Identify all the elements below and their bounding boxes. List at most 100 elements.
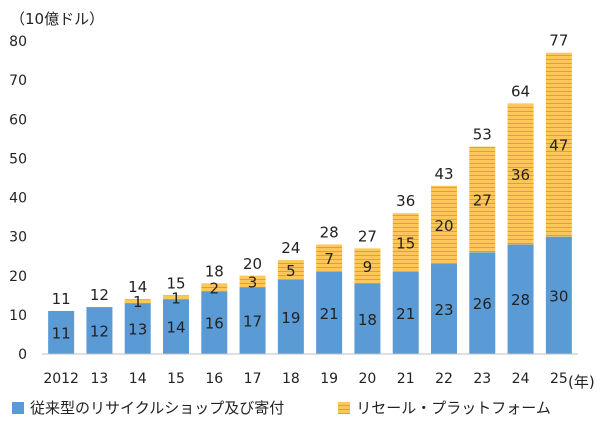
bar-traditional xyxy=(201,291,228,354)
bar-total-label: 43 xyxy=(434,165,453,183)
bar-resale xyxy=(431,185,457,265)
bars: 1111121213114141151621817320195242172818… xyxy=(42,32,578,355)
bar-label-traditional: 26 xyxy=(473,295,492,313)
bar-resale xyxy=(392,213,419,272)
bar-total-label: 20 xyxy=(243,255,262,273)
legend: 従来型のリサイクルショップ及び寄付 リセール・プラットフォーム xyxy=(12,397,551,418)
bar-label-traditional: 13 xyxy=(128,321,147,339)
bar-label-traditional: 16 xyxy=(205,315,224,333)
y-tick-label: 10 xyxy=(9,308,27,324)
bar-traditional xyxy=(163,299,189,354)
legend-label-resale: リセール・プラットフォーム xyxy=(356,399,551,417)
x-tick-label: 23 xyxy=(473,371,491,387)
bar-total-label: 11 xyxy=(52,290,71,308)
bar-label-traditional: 23 xyxy=(434,301,453,319)
bar-label-resale: 27 xyxy=(473,191,492,209)
bar-traditional xyxy=(507,244,534,354)
y-tick-label: 50 xyxy=(9,151,27,167)
x-tick-label: 13 xyxy=(91,371,109,387)
bar-resale xyxy=(239,275,266,288)
bar-total-label: 64 xyxy=(511,83,530,101)
x-tick-label: 15 xyxy=(167,371,185,387)
bar-total-label: 27 xyxy=(358,227,377,245)
bar-total-label: 36 xyxy=(396,192,415,210)
x-tick-label: 18 xyxy=(282,371,300,387)
bar-traditional xyxy=(316,271,343,354)
bar-resale xyxy=(124,299,151,304)
x-tick-label: 14 xyxy=(129,371,147,387)
bar-label-traditional: 17 xyxy=(243,313,262,331)
bar-label-resale: 20 xyxy=(434,217,453,235)
legend-label-traditional: 従来型のリサイクルショップ及び寄付 xyxy=(30,399,285,417)
legend-swatch-traditional xyxy=(12,401,24,414)
y-axis: 0 10 20 30 40 50 60 70 80 xyxy=(9,34,27,363)
bar-label-traditional: 11 xyxy=(52,324,71,342)
legend-item-resale: リセール・プラットフォーム xyxy=(338,397,551,418)
y-tick-label: 30 xyxy=(9,230,27,246)
bar-label-resale: 9 xyxy=(363,258,373,276)
bar-label-traditional: 14 xyxy=(166,319,185,337)
bar-label-traditional: 19 xyxy=(281,309,300,327)
bar-traditional xyxy=(354,283,381,354)
legend-item-traditional: 従来型のリサイクルショップ及び寄付 xyxy=(12,397,284,418)
bar-total-label: 77 xyxy=(549,32,568,50)
bar-resale xyxy=(469,146,496,253)
bar-label-resale: 15 xyxy=(396,234,415,252)
bar-resale xyxy=(277,260,304,280)
bar-traditional xyxy=(277,279,304,354)
bar-total-label: 14 xyxy=(128,278,147,296)
x-tick-label: 19 xyxy=(320,371,338,387)
x-tick-label: 22 xyxy=(435,371,453,387)
bar-resale xyxy=(507,103,534,245)
bar-traditional xyxy=(545,236,572,354)
bar-resale xyxy=(201,283,228,292)
bar-label-resale: 1 xyxy=(171,289,181,307)
bar-label-resale: 3 xyxy=(248,274,258,292)
y-tick-label: 80 xyxy=(9,34,27,50)
bar-traditional xyxy=(431,264,457,354)
bar-label-traditional: 28 xyxy=(511,291,530,309)
x-tick-label: 24 xyxy=(512,371,530,387)
bar-traditional xyxy=(48,310,75,354)
bar-label-resale: 5 xyxy=(286,262,296,280)
bar-total-label: 15 xyxy=(166,274,185,292)
y-tick-label: 70 xyxy=(9,73,27,89)
bar-traditional xyxy=(86,307,113,354)
bar-label-traditional: 21 xyxy=(320,305,339,323)
x-axis: 2012 13 14 15 16 17 18 19 20 21 22 23 24 25 xyxy=(43,371,567,387)
x-tick-label: 17 xyxy=(244,371,262,387)
bar-label-traditional: 30 xyxy=(549,287,568,305)
y-tick-label: 60 xyxy=(9,112,27,128)
bar-label-resale: 36 xyxy=(511,166,530,184)
bar-total-label: 28 xyxy=(320,223,339,241)
bar-label-traditional: 21 xyxy=(396,305,415,323)
bar-label-resale: 1 xyxy=(133,293,143,311)
bar-label-resale: 47 xyxy=(549,137,568,155)
legend-swatch-resale xyxy=(338,401,351,414)
bar-label-resale: 7 xyxy=(324,250,334,268)
y-tick-label: 0 xyxy=(18,347,27,363)
bar-traditional xyxy=(239,287,266,354)
x-tick-label: 20 xyxy=(359,371,377,387)
y-tick-label: 20 xyxy=(9,269,27,285)
bar-traditional xyxy=(124,303,151,354)
bar-total-label: 24 xyxy=(281,239,300,257)
x-tick-label: 25 xyxy=(550,371,568,387)
bar-total-label: 18 xyxy=(205,263,224,281)
bar-label-resale: 2 xyxy=(210,279,220,297)
bar-traditional xyxy=(392,271,419,354)
bar-resale xyxy=(545,52,572,237)
bar-resale xyxy=(316,244,343,272)
x-tick-label: 16 xyxy=(205,371,223,387)
bar-label-traditional: 12 xyxy=(90,323,109,341)
y-tick-label: 40 xyxy=(9,191,27,207)
x-axis-unit-label: (年) xyxy=(568,373,595,391)
bar-resale xyxy=(163,295,189,300)
y-axis-unit-label: （10億ドル） xyxy=(10,10,104,28)
x-tick-label: 2012 xyxy=(43,371,79,387)
bar-resale xyxy=(354,248,381,284)
bar-total-label: 53 xyxy=(473,126,492,144)
bar-traditional xyxy=(469,252,496,354)
